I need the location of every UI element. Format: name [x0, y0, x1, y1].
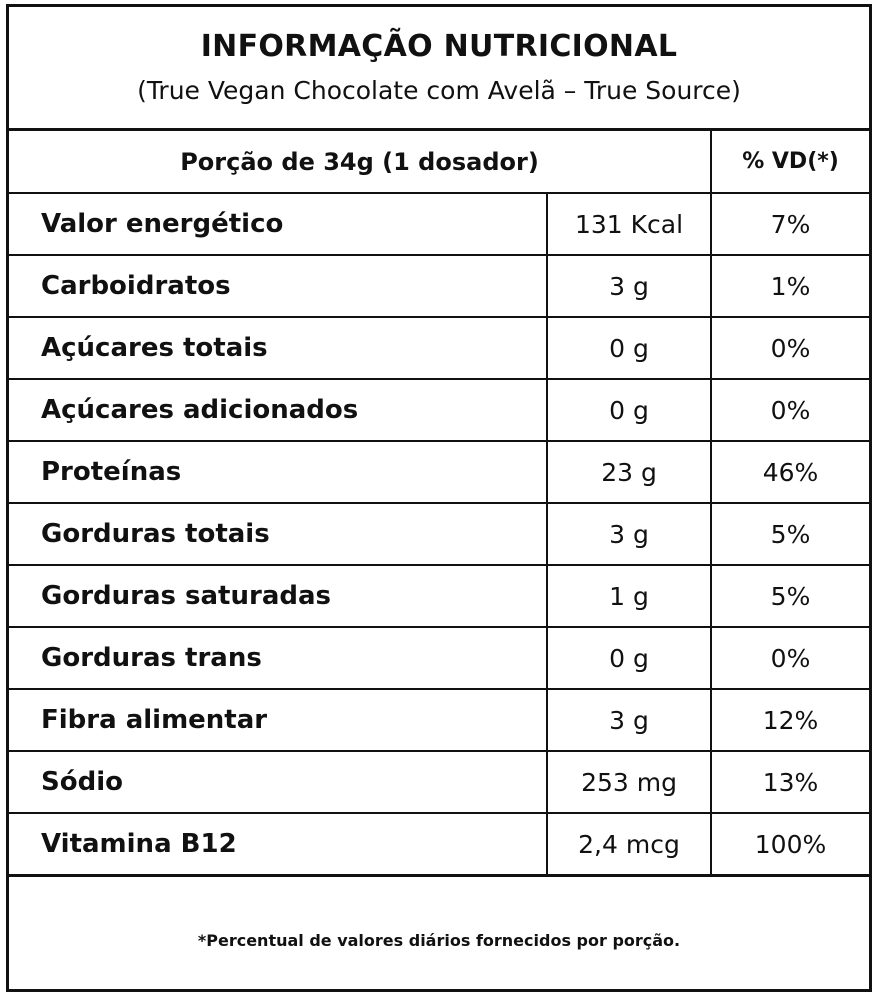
nutrient-name: Fibra alimentar	[9, 688, 548, 752]
nutrient-name: Valor energético	[9, 192, 548, 256]
table-row: Valor energético 131 Kcal 7%	[9, 192, 870, 256]
title-block: INFORMAÇÃO NUTRICIONAL (True Vegan Choco…	[9, 7, 869, 131]
nutrient-vd: 0%	[710, 378, 870, 442]
nutrient-amount: 0 g	[545, 378, 713, 442]
nutrient-name: Açúcares totais	[9, 316, 548, 380]
nutrient-amount: 3 g	[545, 502, 713, 566]
nutrient-amount: 0 g	[545, 626, 713, 690]
table-header-row: Porção de 34g (1 dosador) % VD(*)	[9, 131, 870, 194]
table-row: Açúcares totais 0 g 0%	[9, 316, 870, 380]
nutrient-name: Sódio	[9, 750, 548, 814]
nutrient-name: Vitamina B12	[9, 812, 548, 876]
nutrient-vd: 13%	[710, 750, 870, 814]
nutrient-vd: 1%	[710, 254, 870, 318]
table-row: Açúcares adicionados 0 g 0%	[9, 378, 870, 442]
table-row: Carboidratos 3 g 1%	[9, 254, 870, 318]
nutrient-amount: 1 g	[545, 564, 713, 628]
nutrient-name: Proteínas	[9, 440, 548, 504]
nutrition-table: Porção de 34g (1 dosador) % VD(*) Valor …	[9, 131, 870, 876]
nutrient-amount: 23 g	[545, 440, 713, 504]
table-row: Sódio 253 mg 13%	[9, 750, 870, 814]
portion-header: Porção de 34g (1 dosador)	[9, 131, 713, 194]
nutrient-vd: 7%	[710, 192, 870, 256]
nutrient-vd: 0%	[710, 626, 870, 690]
nutrient-name: Gorduras totais	[9, 502, 548, 566]
table-row: Gorduras saturadas 1 g 5%	[9, 564, 870, 628]
nutrient-vd: 12%	[710, 688, 870, 752]
table-row: Proteínas 23 g 46%	[9, 440, 870, 504]
nutrient-vd: 0%	[710, 316, 870, 380]
nutrient-name: Gorduras saturadas	[9, 564, 548, 628]
nutrient-amount: 131 Kcal	[545, 192, 713, 256]
label-subtitle: (True Vegan Chocolate com Avelã – True S…	[137, 76, 741, 105]
table-row: Gorduras totais 3 g 5%	[9, 502, 870, 566]
nutrient-name: Carboidratos	[9, 254, 548, 318]
vd-header: % VD(*)	[710, 131, 870, 194]
nutrient-name: Açúcares adicionados	[9, 378, 548, 442]
table-row: Vitamina B12 2,4 mcg 100%	[9, 812, 870, 876]
label-title: INFORMAÇÃO NUTRICIONAL	[200, 29, 678, 64]
nutrient-name: Gorduras trans	[9, 626, 548, 690]
nutrient-vd: 5%	[710, 564, 870, 628]
footnote: *Percentual de valores diários fornecido…	[9, 876, 869, 950]
nutrient-vd: 100%	[710, 812, 870, 876]
nutrient-vd: 46%	[710, 440, 870, 504]
table-row: Gorduras trans 0 g 0%	[9, 626, 870, 690]
nutrient-amount: 3 g	[545, 688, 713, 752]
nutrient-amount: 2,4 mcg	[545, 812, 713, 876]
nutrient-amount: 253 mg	[545, 750, 713, 814]
nutrient-amount: 3 g	[545, 254, 713, 318]
table-row: Fibra alimentar 3 g 12%	[9, 688, 870, 752]
nutrient-vd: 5%	[710, 502, 870, 566]
nutrient-amount: 0 g	[545, 316, 713, 380]
nutrition-label: INFORMAÇÃO NUTRICIONAL (True Vegan Choco…	[6, 4, 872, 992]
